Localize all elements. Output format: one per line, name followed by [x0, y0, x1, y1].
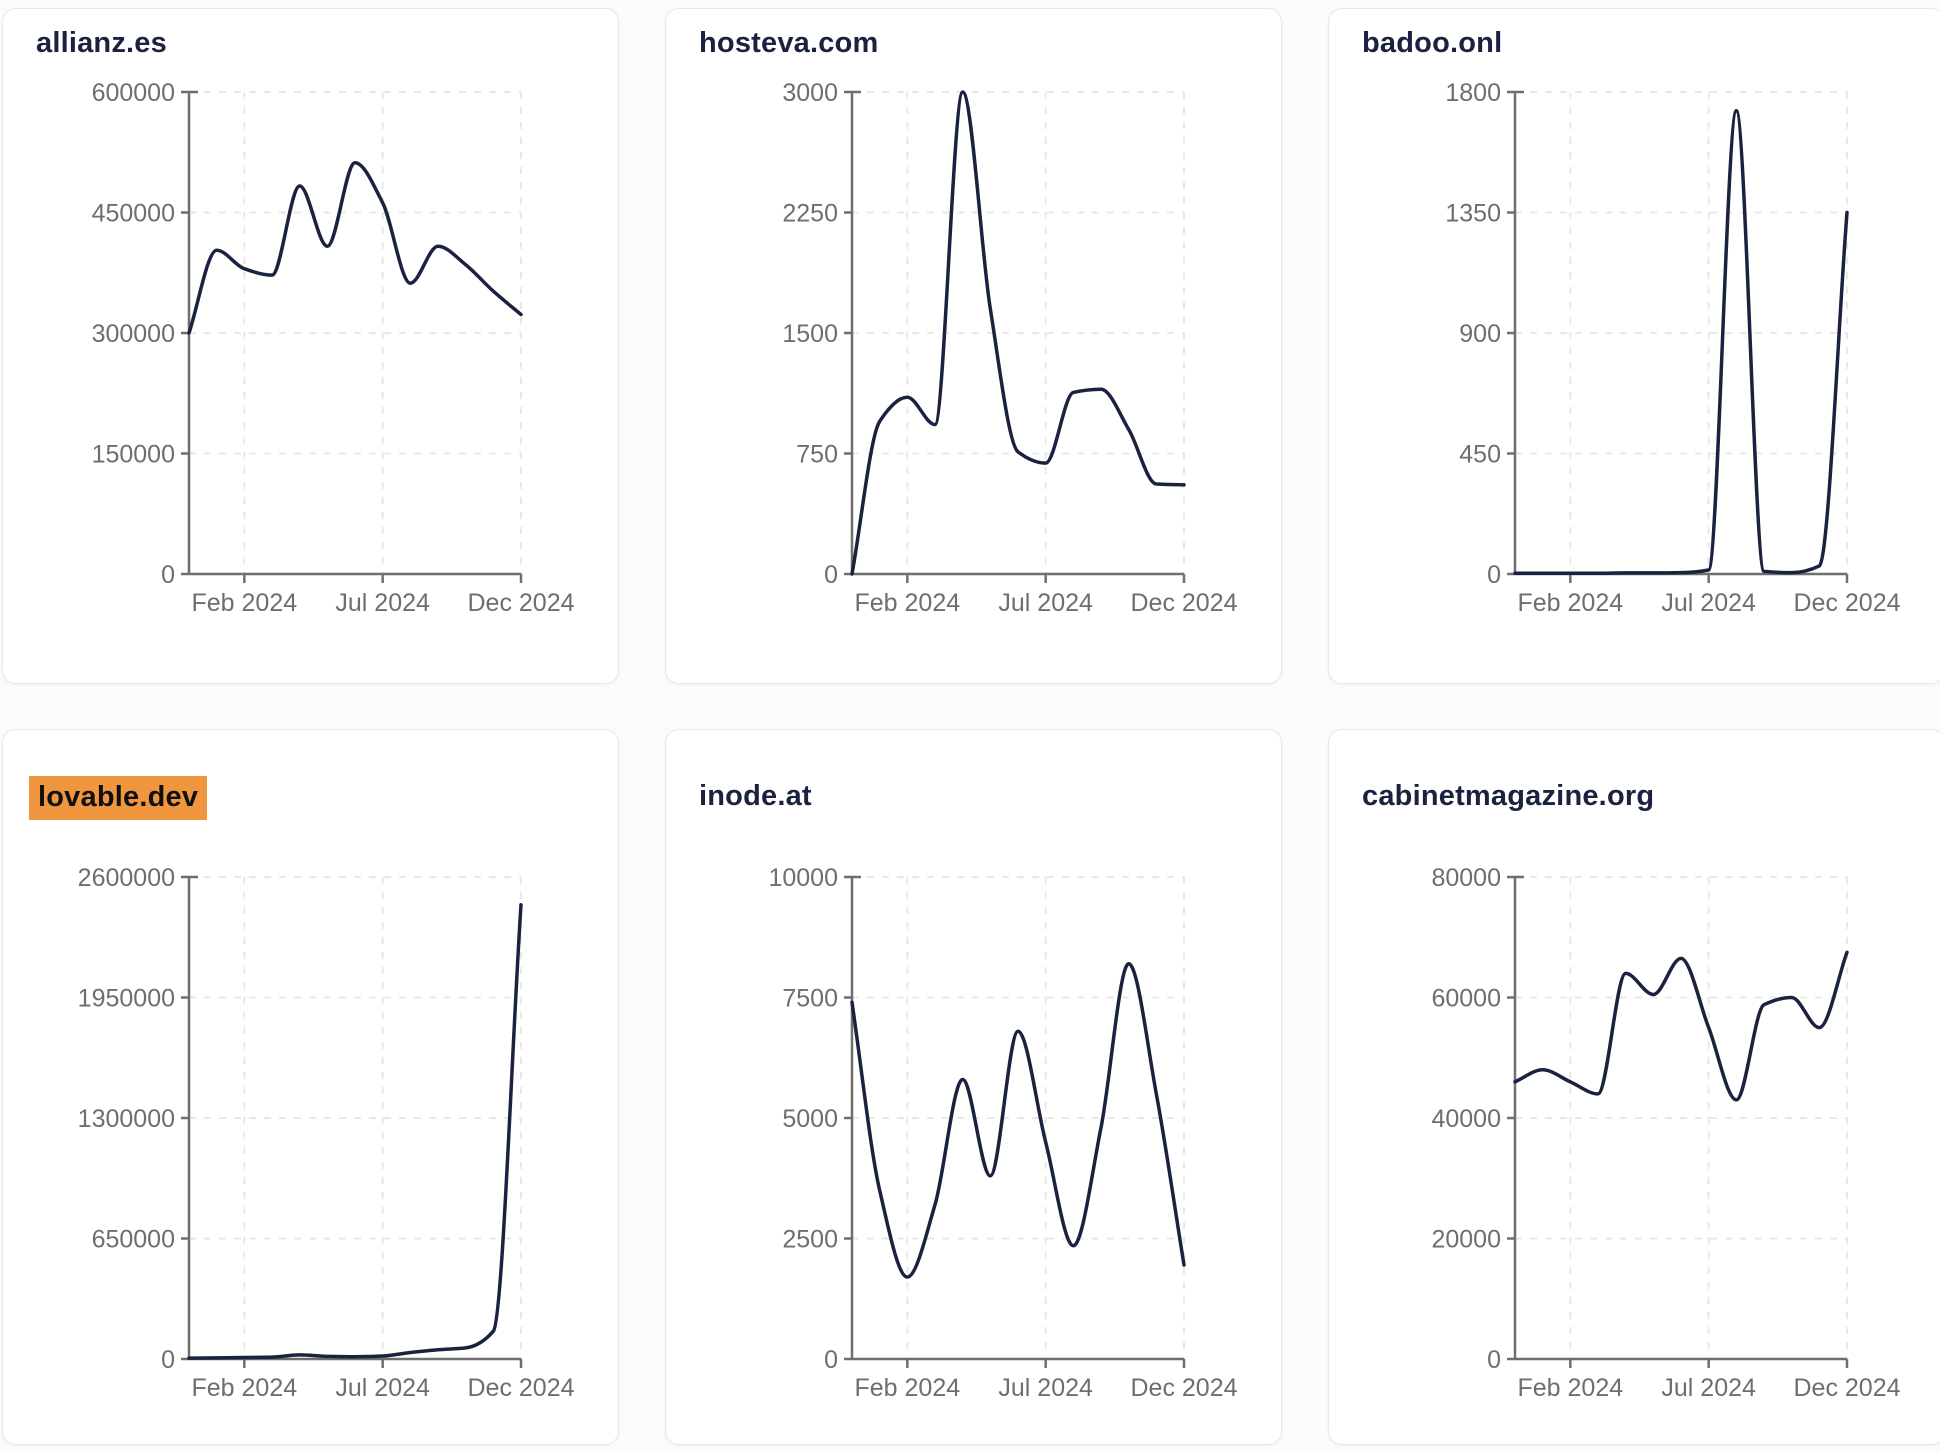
- y-tick-label: 1300000: [78, 1105, 175, 1133]
- y-tick-label: 1950000: [78, 985, 175, 1013]
- y-tick-label: 0: [824, 561, 838, 589]
- chart-title-text: badoo.onl: [1362, 27, 1503, 59]
- chart-title-text: lovable.dev: [29, 776, 208, 820]
- x-tick-label: Jul 2024: [1661, 1374, 1756, 1402]
- chart-card: badoo.onl 0 450 900 1350 1800 Feb 2024 Jul 202…: [1328, 8, 1940, 684]
- y-tick-label: 2500: [782, 1226, 838, 1254]
- chart-title-text: allianz.es: [36, 27, 167, 59]
- chart-title: allianz.es: [36, 23, 618, 67]
- y-tick-label: 650000: [92, 1226, 175, 1254]
- line-chart: 0 650000 1300000 1950000 2600000 Feb 2024 Jul …: [78, 865, 575, 1402]
- series-line: [1513, 950, 1849, 1102]
- x-tick-label: Dec 2024: [1130, 1374, 1237, 1402]
- y-tick-label: 1800: [1445, 80, 1501, 107]
- series-line: [850, 962, 1186, 1279]
- chart-title: hosteva.com: [699, 23, 1281, 67]
- y-tick-label: 0: [1487, 561, 1501, 589]
- x-tick-label: Feb 2024: [192, 1374, 298, 1402]
- x-tick-label: Dec 2024: [1130, 589, 1237, 617]
- chart-card: lovable.dev 0 650000 1300000 1950000 2600000…: [2, 729, 619, 1445]
- y-tick-label: 0: [161, 1346, 175, 1374]
- chart-title: badoo.onl: [1362, 23, 1940, 67]
- chart-card: allianz.es 0 150000 300000 450000 600000 Feb …: [2, 8, 619, 684]
- x-tick-label: Feb 2024: [1518, 1374, 1624, 1402]
- x-tick-label: Dec 2024: [1793, 589, 1900, 617]
- chart-card: cabinetmagazine.org 0 20000 40000 60000 8000…: [1328, 729, 1940, 1445]
- line-chart: 0 2500 5000 7500 10000 Feb 2024 Jul 2024 Dec 20…: [768, 865, 1237, 1402]
- y-tick-label: 7500: [782, 985, 838, 1013]
- x-tick-label: Feb 2024: [192, 589, 298, 617]
- y-tick-label: 3000: [782, 80, 838, 107]
- line-chart: 0 750 1500 2250 3000 Feb 2024 Jul 2024 Dec 2024: [782, 80, 1237, 617]
- series-line: [187, 903, 523, 1360]
- x-tick-label: Dec 2024: [467, 1374, 574, 1402]
- y-tick-label: 0: [161, 561, 175, 589]
- line-chart: 0 150000 300000 450000 600000 Feb 2024 Jul 202…: [92, 80, 575, 617]
- chart-card: inode.at 0 2500 5000 7500 10000 Feb 2024 Jul 2…: [665, 729, 1282, 1445]
- chart-title: cabinetmagazine.org: [1362, 776, 1940, 820]
- chart-title: inode.at: [699, 776, 1281, 820]
- y-tick-label: 20000: [1431, 1226, 1501, 1254]
- line-chart: 0 20000 40000 60000 80000 Feb 2024 Jul 2024 Dec…: [1431, 865, 1900, 1402]
- x-tick-label: Jul 2024: [1661, 589, 1756, 617]
- y-tick-label: 40000: [1431, 1105, 1501, 1133]
- line-chart: 0 450 900 1350 1800 Feb 2024 Jul 2024 Dec 2024: [1445, 80, 1900, 617]
- x-tick-label: Jul 2024: [335, 1374, 430, 1402]
- chart-title-text: cabinetmagazine.org: [1362, 780, 1655, 812]
- series-line: [850, 90, 1186, 576]
- x-tick-label: Dec 2024: [1793, 1374, 1900, 1402]
- y-tick-label: 0: [1487, 1346, 1501, 1374]
- y-tick-label: 900: [1459, 320, 1501, 348]
- x-tick-label: Feb 2024: [855, 589, 961, 617]
- x-tick-label: Feb 2024: [1518, 589, 1624, 617]
- y-tick-label: 450: [1459, 441, 1501, 469]
- x-tick-label: Jul 2024: [998, 1374, 1093, 1402]
- y-tick-label: 1350: [1445, 200, 1501, 228]
- y-tick-label: 2600000: [78, 865, 175, 892]
- chart-title-text: inode.at: [699, 780, 812, 812]
- series-line: [1513, 108, 1849, 575]
- y-tick-label: 10000: [768, 865, 838, 892]
- y-tick-label: 150000: [92, 441, 175, 469]
- y-tick-label: 600000: [92, 80, 175, 107]
- x-tick-label: Jul 2024: [998, 589, 1093, 617]
- x-tick-label: Dec 2024: [467, 589, 574, 617]
- y-tick-label: 2250: [782, 200, 838, 228]
- y-tick-label: 60000: [1431, 985, 1501, 1013]
- y-tick-label: 450000: [92, 200, 175, 228]
- y-tick-label: 5000: [782, 1105, 838, 1133]
- chart-title-text: hosteva.com: [699, 27, 879, 59]
- chart-card: hosteva.com 0 750 1500 2250 3000 Feb 2024 Jul …: [665, 8, 1282, 684]
- chart-title: lovable.dev: [29, 776, 618, 820]
- y-tick-label: 0: [824, 1346, 838, 1374]
- x-tick-label: Jul 2024: [335, 589, 430, 617]
- x-tick-label: Feb 2024: [855, 1374, 961, 1402]
- y-tick-label: 1500: [782, 320, 838, 348]
- series-line: [187, 160, 523, 335]
- y-tick-label: 80000: [1431, 865, 1501, 892]
- y-tick-label: 300000: [92, 320, 175, 348]
- y-tick-label: 750: [796, 441, 838, 469]
